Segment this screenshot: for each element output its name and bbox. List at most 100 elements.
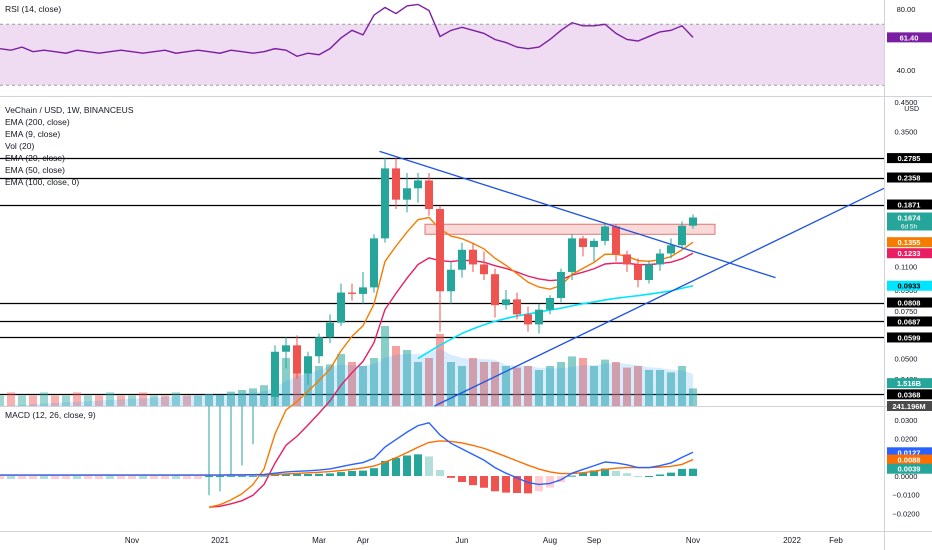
price-badge-bg xyxy=(887,332,932,343)
macd-histogram-bar xyxy=(40,476,48,479)
volume-bar xyxy=(469,358,477,406)
macd-histogram-bar xyxy=(359,470,367,476)
macd-histogram-bar xyxy=(535,476,543,492)
macd-histogram-bar xyxy=(634,476,642,477)
candle-body xyxy=(502,299,510,306)
time-tick-label: 2022 xyxy=(783,536,801,545)
volume-bar xyxy=(678,366,686,406)
macd-histogram-bar xyxy=(469,476,477,486)
volume-bar xyxy=(491,362,499,406)
volume-bar xyxy=(128,395,136,406)
volume-bar xyxy=(73,392,81,406)
volume-bar xyxy=(634,366,642,406)
time-tick-label: Apr xyxy=(357,536,370,545)
indicator-ema200[interactable]: EMA (200, close) xyxy=(5,117,70,127)
price-badge: 0.0687 xyxy=(898,317,921,326)
price-badge-bg xyxy=(887,378,932,389)
candle-body xyxy=(271,351,279,397)
macd-histogram-bar xyxy=(150,476,158,479)
indicator-ema9[interactable]: EMA (9, close) xyxy=(5,129,61,139)
macd-badge: 0.0088 xyxy=(898,456,921,465)
price-badge: 0.2785 xyxy=(898,154,921,163)
candle-body xyxy=(645,264,653,281)
candle-body xyxy=(678,225,686,246)
macd-histogram-bar xyxy=(612,470,620,476)
candle-body xyxy=(359,287,367,294)
price-badge: 0.1871 xyxy=(898,201,921,210)
volume-bar xyxy=(612,362,620,406)
macd-histogram-bar xyxy=(392,457,400,476)
indicator-ema100[interactable]: EMA (100, close, 0) xyxy=(5,177,80,187)
volume-bar xyxy=(183,395,191,406)
macd-histogram-bar xyxy=(293,473,301,476)
candle-body xyxy=(304,356,312,374)
volume-bar xyxy=(370,358,378,406)
macd-histogram-bar xyxy=(348,470,356,476)
descending-trendline xyxy=(379,150,776,279)
macd-histogram-bar xyxy=(590,470,598,476)
indicator-vol[interactable]: Vol (20) xyxy=(5,141,35,151)
candle-body xyxy=(414,180,422,189)
macd-histogram-bar xyxy=(513,476,521,493)
macd-tick-label: −0.0200 xyxy=(892,509,919,518)
macd-histogram-bar xyxy=(128,476,136,479)
macd-histogram-bar xyxy=(238,475,246,477)
macd-histogram-bar xyxy=(436,470,444,476)
indicator-ema20[interactable]: EMA (20, close) xyxy=(5,153,65,163)
macd-histogram-bar xyxy=(381,460,389,476)
macd-histogram-bar xyxy=(480,476,488,488)
macd-histogram-bar xyxy=(161,476,169,479)
macd-histogram-bar xyxy=(84,476,92,479)
candle-body xyxy=(370,238,378,288)
macd-histogram-bar xyxy=(62,476,70,479)
rsi-badge: 61.40 xyxy=(900,33,919,42)
volume-bar xyxy=(667,372,675,406)
macd-histogram-bar xyxy=(282,473,290,476)
candle-body xyxy=(480,264,488,275)
volume-bar xyxy=(194,395,202,406)
macd-tick-label: 0.0300 xyxy=(895,416,918,425)
volume-bar xyxy=(84,395,92,406)
candle-body xyxy=(436,209,444,292)
price-badge: 241.196M xyxy=(892,402,925,411)
macd-histogram-bar xyxy=(95,476,103,479)
macd-badge: 0.0039 xyxy=(898,465,921,474)
price-badge-bg xyxy=(887,280,932,291)
macd-histogram-bar xyxy=(678,468,686,476)
macd-line xyxy=(0,422,694,486)
rsi-legend: RSI (14, close) xyxy=(5,4,62,14)
volume-bar xyxy=(436,334,444,406)
volume-bar xyxy=(645,370,653,406)
price-badge-countdown: 6d 5h xyxy=(901,224,918,231)
price-badge-bg xyxy=(887,248,932,259)
macd-histogram-bar xyxy=(546,476,554,488)
volume-bar xyxy=(348,362,356,406)
volume-bar xyxy=(7,392,15,406)
macd-histogram-bar xyxy=(502,476,510,493)
price-tick-label: 0.4500 xyxy=(895,98,918,107)
volume-bar xyxy=(414,362,422,406)
price-badge: 0.0599 xyxy=(898,333,921,342)
volume-bar xyxy=(249,388,257,406)
price-badge: 0.0933 xyxy=(898,282,921,291)
macd-histogram-bar xyxy=(326,473,334,476)
candle-body xyxy=(689,217,697,226)
price-badge: 0.1674 xyxy=(898,214,922,223)
volume-bar xyxy=(579,358,587,406)
volume-bar xyxy=(304,370,312,406)
macd-histogram-bar xyxy=(194,476,202,479)
resistance-zone xyxy=(424,223,716,235)
macd-histogram-bar xyxy=(458,476,466,482)
candle-body xyxy=(403,188,411,200)
macd-histogram-bar xyxy=(656,474,664,476)
macd-histogram-bar xyxy=(579,472,587,476)
candle-body xyxy=(513,299,521,315)
time-tick-label: Mar xyxy=(312,536,326,545)
price-tick-label: 0.0500 xyxy=(895,355,918,364)
time-tick-label: Nov xyxy=(125,536,139,545)
macd-histogram-bar xyxy=(524,476,532,494)
indicator-ema50[interactable]: EMA (50, close) xyxy=(5,165,65,175)
macd-histogram-bar xyxy=(414,454,422,476)
price-badge-bg xyxy=(887,389,932,400)
